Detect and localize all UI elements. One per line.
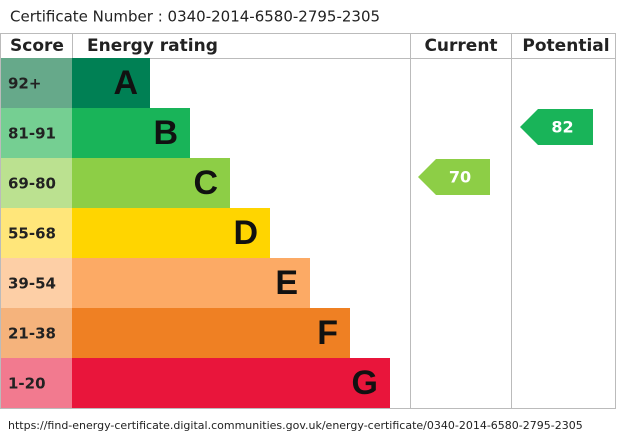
rating-bar <box>72 208 270 258</box>
column-header: Score <box>10 36 64 56</box>
score-label: 39-54 <box>8 275 56 293</box>
rating-letter: F <box>317 314 338 352</box>
score-cell <box>1 308 72 358</box>
rating-bar <box>72 108 190 158</box>
rating-letter: D <box>233 214 258 252</box>
rating-bar <box>72 58 150 108</box>
rating-bar <box>72 158 230 208</box>
column-header: Potential <box>522 36 609 56</box>
rating-letter: E <box>275 264 298 302</box>
score-cell <box>1 158 72 208</box>
rating-value: 70 <box>449 168 471 187</box>
rating-letter: B <box>153 114 178 152</box>
rating-letter: G <box>352 364 378 402</box>
score-cell <box>1 208 72 258</box>
rating-value: 82 <box>551 118 573 137</box>
score-cell <box>1 258 72 308</box>
score-label: 1-20 <box>8 375 46 393</box>
score-cell <box>1 58 72 108</box>
score-cell <box>1 108 72 158</box>
table-border <box>0 33 616 409</box>
column-header: Energy rating <box>87 36 218 56</box>
rating-bar <box>72 358 390 408</box>
column-header: Current <box>424 36 497 56</box>
rating-letter: C <box>193 164 218 202</box>
rating-bar <box>72 258 310 308</box>
score-label: 81-91 <box>8 125 56 143</box>
rating-bar <box>72 308 350 358</box>
footer-url: https://find-energy-certificate.digital.… <box>8 419 583 432</box>
score-label: 21-38 <box>8 325 56 343</box>
certificate-number: Certificate Number : 0340-2014-6580-2795… <box>10 8 380 26</box>
score-label: 69-80 <box>8 175 56 193</box>
rating-arrow <box>520 109 593 145</box>
score-cell <box>1 358 72 408</box>
grid <box>0 33 616 409</box>
rating-letter: A <box>113 64 138 102</box>
score-label: 92+ <box>8 75 41 93</box>
score-label: 55-68 <box>8 225 56 243</box>
rating-arrow <box>418 159 490 195</box>
